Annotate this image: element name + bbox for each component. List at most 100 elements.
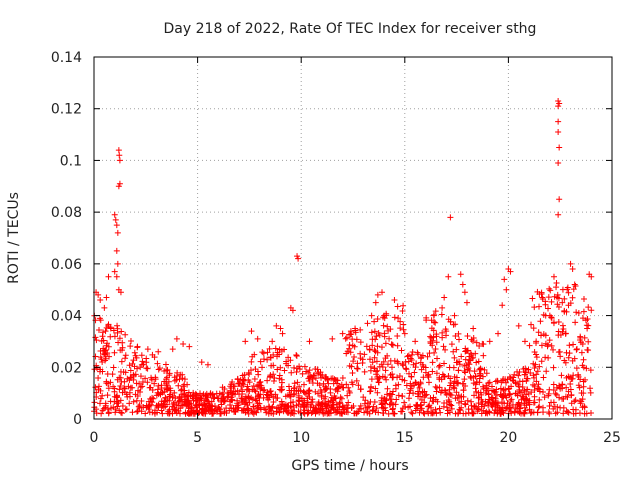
y-tick-label: 0.1 [60, 153, 82, 169]
data-point [179, 371, 186, 378]
data-point [260, 356, 267, 363]
data-point [379, 289, 386, 296]
data-point [234, 375, 241, 382]
data-point [278, 398, 285, 405]
data-point [145, 406, 152, 413]
data-point [453, 346, 460, 353]
data-point [379, 363, 386, 370]
data-point [418, 397, 425, 404]
data-point [130, 398, 137, 405]
data-point [184, 401, 191, 408]
data-point [458, 404, 465, 411]
data-point [476, 343, 483, 350]
data-point [274, 366, 281, 373]
x-tick-label: 15 [396, 430, 414, 446]
data-point [462, 401, 469, 408]
data-point [167, 393, 174, 400]
data-point [461, 289, 468, 296]
data-point [393, 396, 400, 403]
data-point [501, 276, 508, 283]
data-point [277, 364, 284, 371]
data-point [530, 381, 537, 388]
data-point [290, 403, 297, 410]
data-point [274, 395, 281, 402]
y-tick-label: 0.08 [51, 205, 82, 221]
data-point [558, 372, 565, 379]
data-point [546, 285, 553, 292]
data-point [144, 346, 151, 353]
data-point [155, 366, 162, 373]
data-point [104, 392, 111, 399]
data-point [500, 375, 507, 382]
data-point [163, 380, 170, 387]
data-point [95, 375, 102, 382]
data-point [545, 305, 552, 312]
data-point [101, 304, 108, 311]
data-point [119, 402, 126, 409]
data-point [463, 362, 470, 369]
data-point [579, 404, 586, 411]
data-point [136, 404, 143, 411]
data-point [385, 410, 392, 417]
data-point [461, 367, 468, 374]
data-point [580, 296, 587, 303]
data-point [127, 367, 134, 374]
data-point [569, 357, 576, 364]
data-point [112, 409, 119, 416]
data-point [537, 318, 544, 325]
data-point [256, 400, 263, 407]
data-point [272, 345, 279, 352]
data-point [422, 369, 429, 376]
data-point [273, 408, 280, 415]
data-point [221, 397, 228, 404]
data-point [291, 385, 298, 392]
data-point [584, 316, 591, 323]
data-point [176, 376, 183, 383]
data-point [288, 387, 295, 394]
data-point [536, 291, 543, 298]
data-point [533, 351, 540, 358]
data-point [344, 348, 351, 355]
data-point [139, 379, 146, 386]
data-point [164, 374, 171, 381]
data-point [181, 398, 188, 405]
data-point [531, 393, 538, 400]
y-axis-label: ROTI / TECUs [6, 192, 22, 284]
data-point [366, 356, 373, 363]
data-point [188, 410, 195, 417]
data-point [238, 399, 245, 406]
data-point [548, 399, 555, 406]
data-point [530, 325, 537, 332]
data-point [117, 409, 124, 416]
data-point [488, 395, 495, 402]
data-point [555, 318, 562, 325]
data-point [455, 399, 462, 406]
data-point [196, 390, 203, 397]
data-point [405, 358, 412, 365]
data-point [545, 392, 552, 399]
data-point [573, 309, 580, 316]
data-point [552, 390, 559, 397]
data-point [555, 160, 562, 167]
data-point [198, 409, 205, 416]
data-point [373, 333, 380, 340]
data-point [451, 312, 458, 319]
data-point [454, 380, 461, 387]
data-point [588, 307, 595, 314]
data-point [550, 364, 557, 371]
data-point [520, 394, 527, 401]
data-point [118, 378, 125, 385]
data-point [536, 396, 543, 403]
data-point [103, 380, 110, 387]
data-point [382, 340, 389, 347]
data-point [332, 395, 339, 402]
data-point [407, 385, 414, 392]
data-point [92, 334, 99, 341]
data-point [384, 352, 391, 359]
data-point [556, 100, 563, 107]
data-point [531, 399, 538, 406]
data-point [441, 400, 448, 407]
data-point [194, 407, 201, 414]
data-point [118, 358, 125, 365]
data-point [164, 366, 171, 373]
